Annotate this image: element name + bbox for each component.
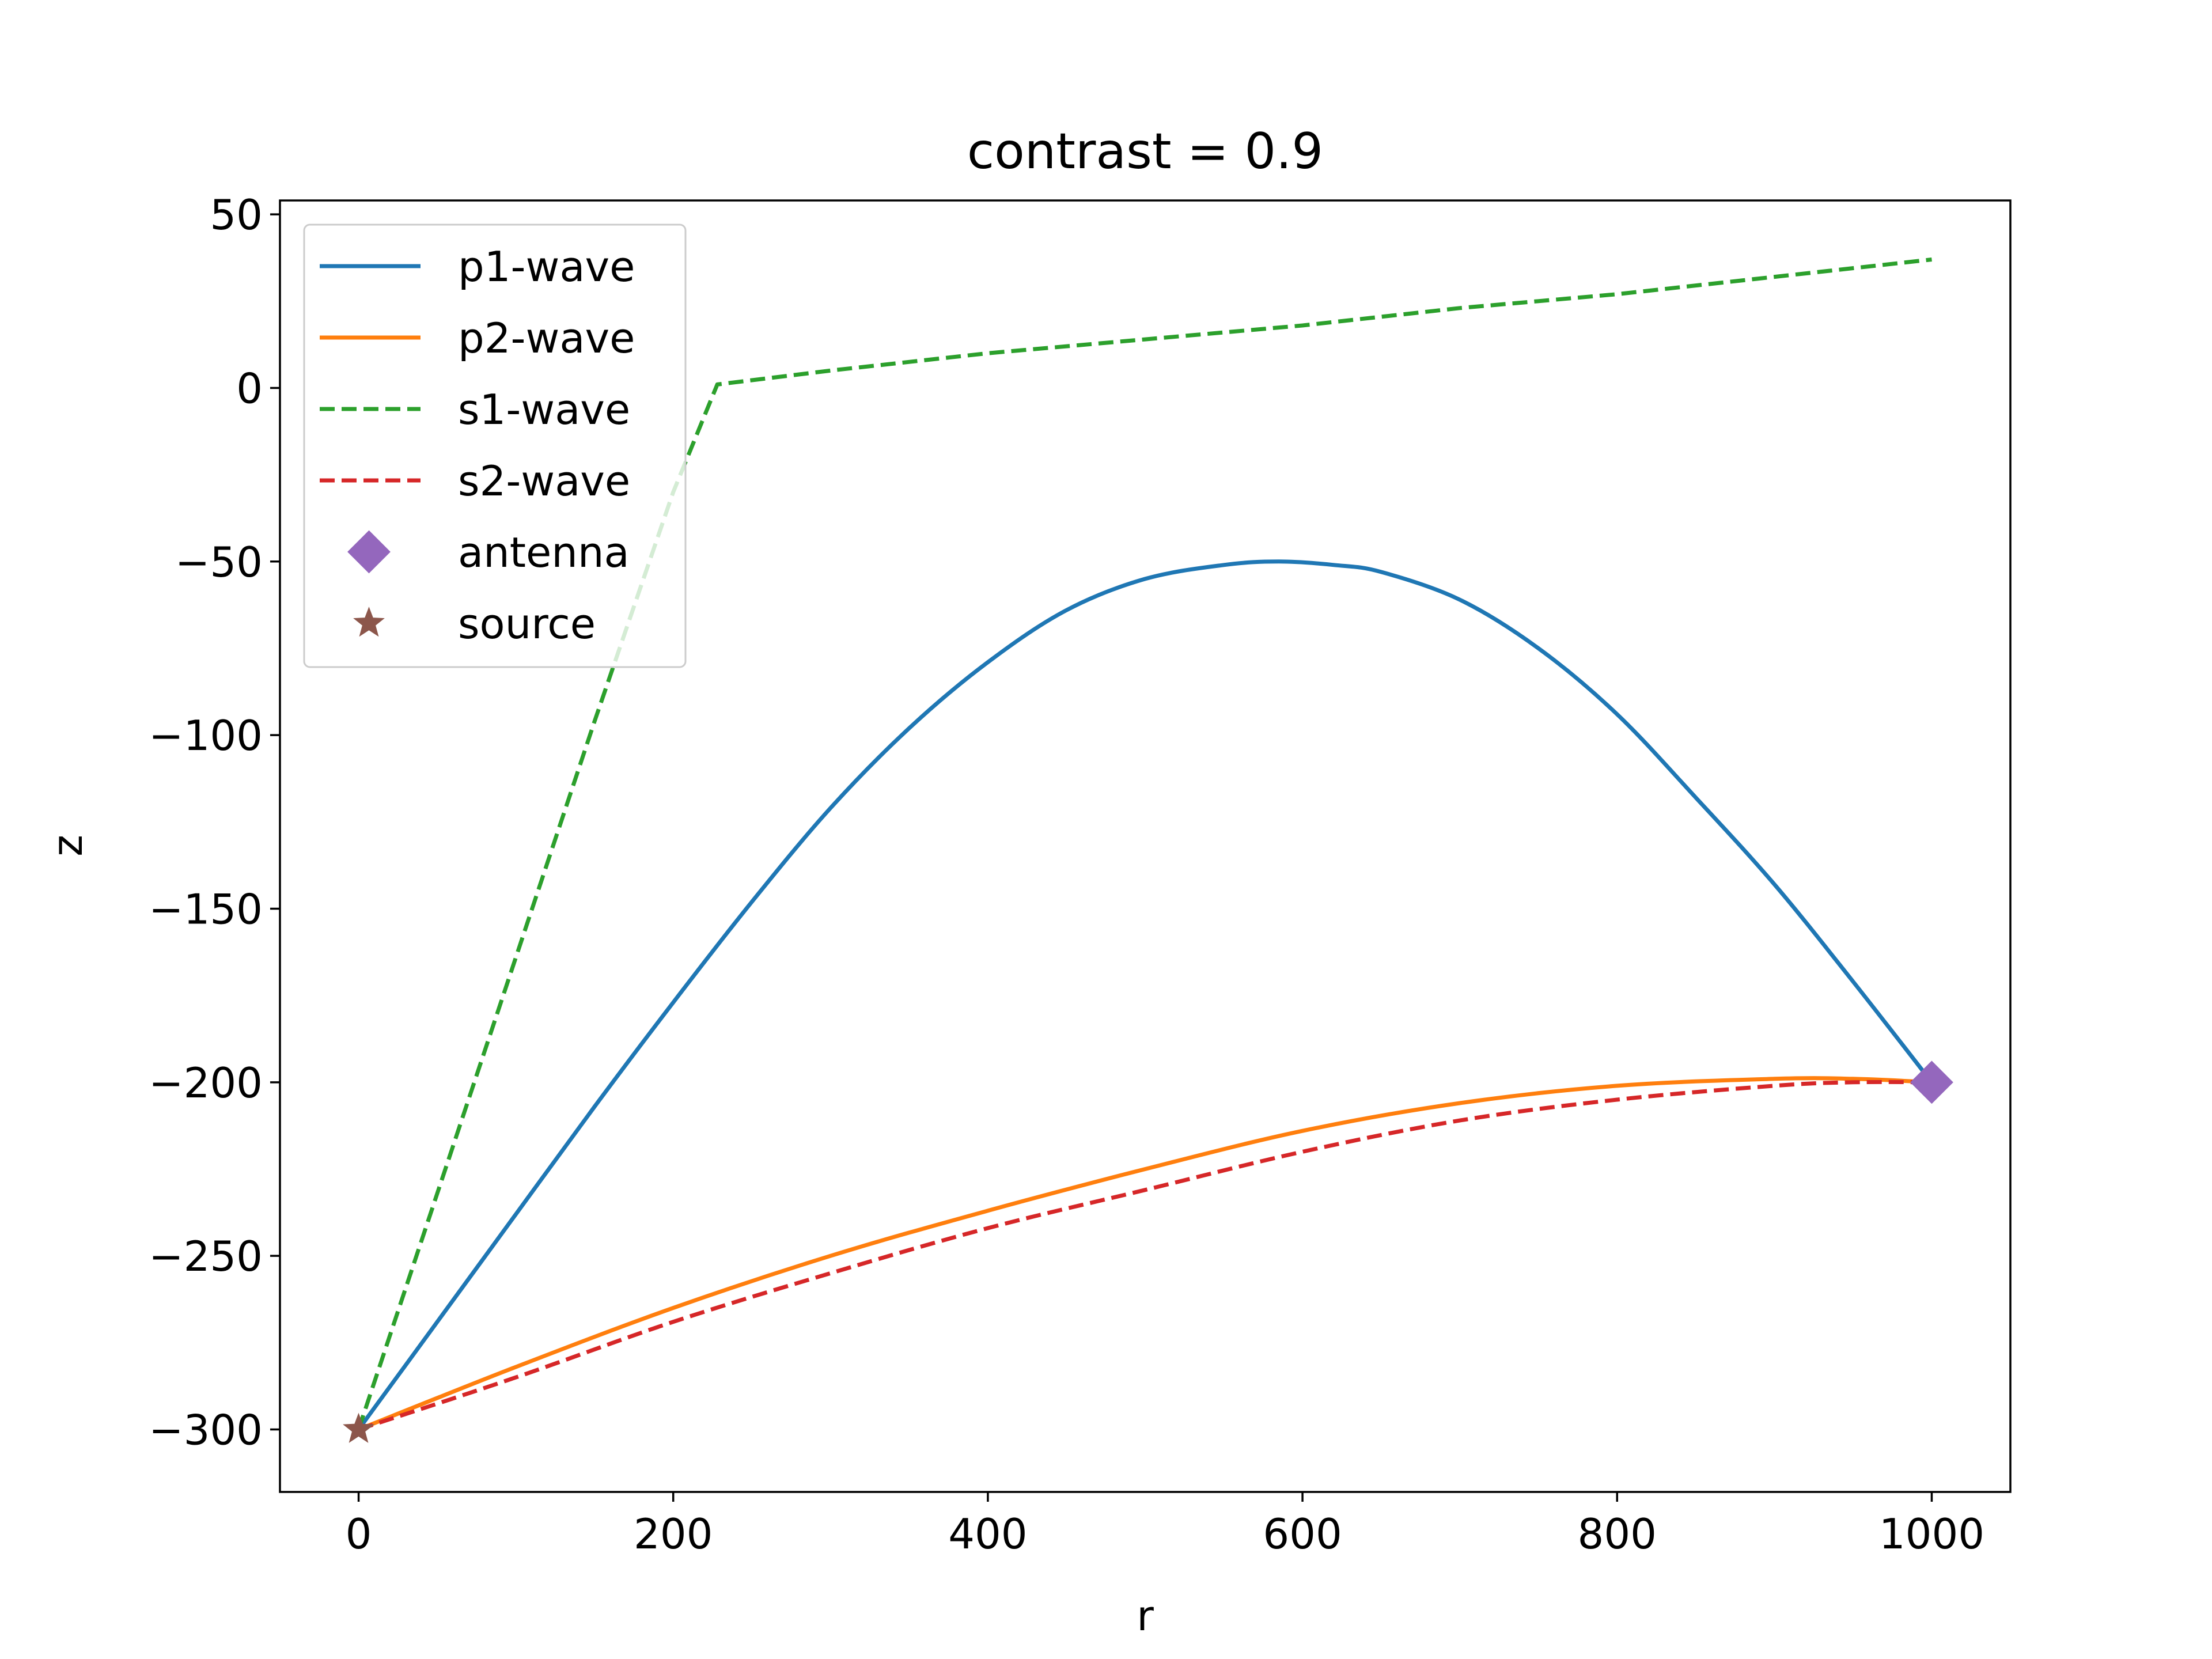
series-line-p1-wave [355, 559, 1935, 1433]
plot-frame [279, 199, 2012, 1493]
legend-item-p2-wave: p2-wave [320, 314, 635, 362]
x-tick-label: 600 [1263, 1510, 1342, 1558]
x-tick-label: 800 [1578, 1510, 1657, 1558]
legend-label-p2-wave: p2-wave [458, 314, 635, 362]
legend: p1-wave p2-wave s1-wave s2-wave antenna sourc… [303, 224, 687, 668]
series-line-s2-wave [358, 1080, 1932, 1431]
marker-source [343, 1412, 374, 1443]
series-layer [355, 257, 1935, 1433]
series-line-s1-wave [357, 257, 1932, 1430]
legend-box [303, 224, 687, 668]
x-tick-label: 200 [634, 1510, 713, 1558]
marker-antenna [1910, 1060, 1953, 1104]
x-axis-ticks: 0 200 400 600 800 1000 [346, 1492, 1984, 1558]
y-tick-label: −150 [149, 885, 263, 933]
x-axis-label: r [1137, 1592, 1154, 1640]
y-tick-label: 50 [210, 191, 263, 239]
series-line-p2-wave [355, 1076, 1934, 1433]
y-tick-label: −50 [175, 538, 263, 586]
legend-item-antenna: antenna [347, 528, 630, 577]
y-axis-ticks: 50 0 −50 −100 −150 −200 −250 −300 [149, 191, 280, 1455]
legend-swatch-source [353, 607, 385, 637]
y-tick-label: −100 [149, 711, 263, 760]
chart-title: contrast = 0.9 [967, 123, 1323, 180]
y-tick-label: −300 [149, 1406, 263, 1455]
legend-label-source: source [458, 600, 596, 648]
legend-label-s2-wave: s2-wave [458, 457, 630, 505]
legend-item-source: source [353, 600, 596, 648]
legend-swatch-antenna [347, 530, 391, 574]
x-tick-label: 400 [948, 1510, 1027, 1558]
y-tick-label: 0 [236, 364, 263, 412]
legend-item-s2-wave: s2-wave [320, 457, 630, 505]
legend-item-p1-wave: p1-wave [320, 243, 635, 291]
y-tick-label: −250 [149, 1232, 263, 1281]
marker-layer [343, 1060, 1953, 1443]
x-tick-label: 0 [346, 1510, 372, 1558]
legend-label-antenna: antenna [458, 528, 630, 577]
legend-label-s1-wave: s1-wave [458, 385, 630, 434]
legend-label-p1-wave: p1-wave [458, 243, 635, 291]
y-tick-label: −200 [149, 1059, 263, 1107]
legend-item-s1-wave: s1-wave [320, 385, 630, 434]
y-axis-label: z [43, 835, 92, 857]
x-tick-label: 1000 [1879, 1510, 1984, 1558]
